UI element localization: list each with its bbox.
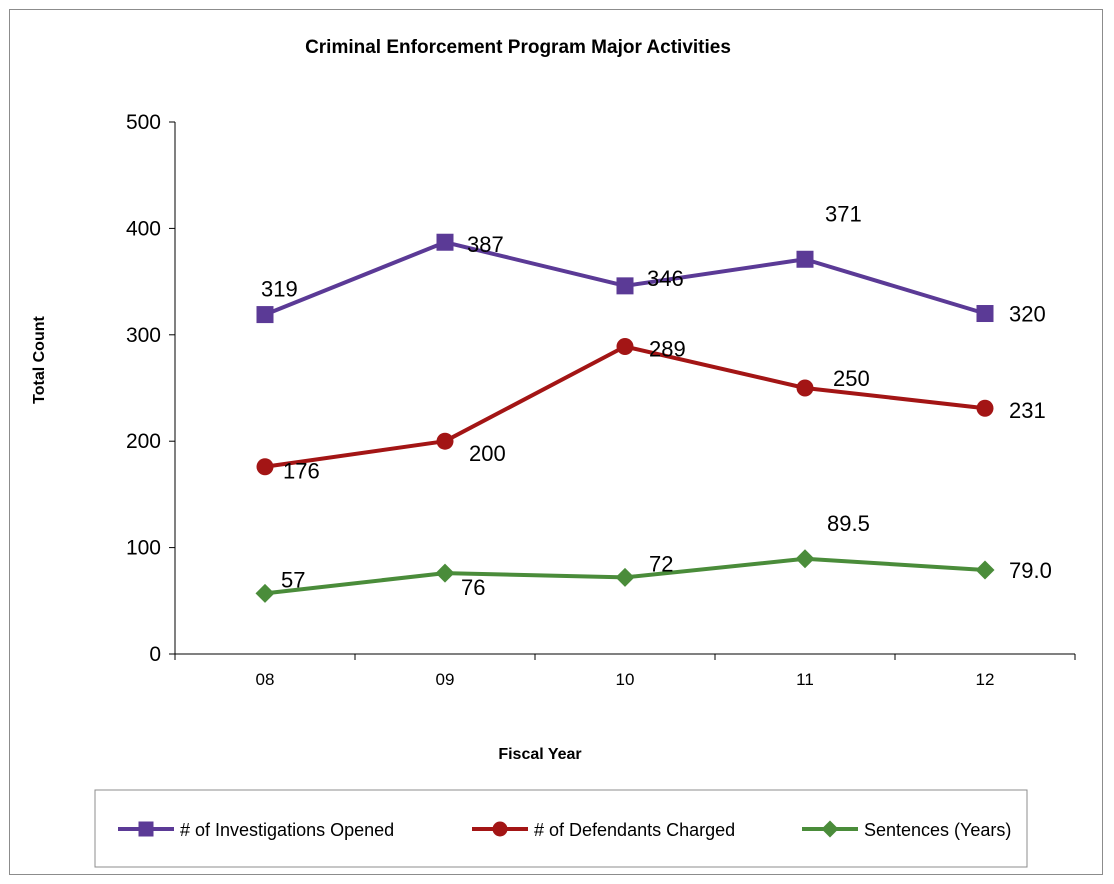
data-point <box>436 432 454 450</box>
data-point <box>616 338 634 356</box>
data-point <box>256 306 274 324</box>
data-point <box>616 277 634 295</box>
data-label: 76 <box>461 575 485 600</box>
data-label: 231 <box>1009 398 1046 423</box>
series-line <box>264 344 986 469</box>
y-axis-title: Total Count <box>31 315 48 403</box>
data-point <box>255 583 275 603</box>
data-point <box>976 305 994 323</box>
x-tick-label: 10 <box>616 670 635 689</box>
y-tick-label: 500 <box>126 111 161 134</box>
data-point <box>796 379 814 397</box>
x-tick-label: 12 <box>976 670 995 689</box>
legend-item: # of Defendants Charged <box>472 820 735 840</box>
data-label: 79.0 <box>1009 558 1052 583</box>
data-point <box>976 399 994 417</box>
data-label: 289 <box>649 337 686 362</box>
legend-swatch-marker <box>821 820 839 838</box>
x-axis: 08 09 10 11 12 <box>174 653 1076 689</box>
data-label: 346 <box>647 266 684 291</box>
chart-frame <box>9 9 1103 875</box>
data-label: 371 <box>825 201 862 226</box>
x-tick-label: 09 <box>436 670 455 689</box>
chart-title: Criminal Enforcement Program Major Activ… <box>305 37 731 58</box>
legend-item: Sentences (Years) <box>802 820 1011 840</box>
data-point <box>796 250 814 268</box>
legend-item: # of Investigations Opened <box>118 820 394 840</box>
data-label: 72 <box>649 551 673 576</box>
series-3 <box>255 549 995 603</box>
legend-swatch-marker <box>492 821 508 837</box>
data-point <box>256 458 274 476</box>
legend-box <box>94 789 1028 868</box>
legend-swatch-marker <box>138 821 154 837</box>
data-labels: 319 387 346 371 320 176 200 289 250 231 57 76 72 89.5… <box>261 201 1052 600</box>
y-axis: 0 100 200 300 400 500 <box>126 111 176 666</box>
series-layer <box>255 233 995 603</box>
data-label: 57 <box>281 567 305 592</box>
y-tick-label: 100 <box>126 537 161 560</box>
data-point <box>435 563 455 583</box>
y-tick-label: 400 <box>126 217 161 240</box>
x-axis-title: Fiscal Year <box>498 746 581 763</box>
y-tick-label: 300 <box>126 324 161 347</box>
series-1 <box>256 233 994 324</box>
x-tick-label: 08 <box>256 670 275 689</box>
series-2 <box>256 338 994 476</box>
data-label: 320 <box>1009 302 1046 327</box>
y-tick-label: 200 <box>126 430 161 453</box>
data-point <box>975 560 995 580</box>
data-label: 387 <box>467 232 504 257</box>
legend: # of Investigations Opened # of Defendant… <box>118 820 1011 840</box>
data-point <box>436 233 454 251</box>
data-label: 250 <box>833 366 870 391</box>
y-tick-label: 0 <box>149 643 161 666</box>
x-tick-label: 11 <box>796 670 814 689</box>
data-label: 319 <box>261 277 298 302</box>
data-label: 89.5 <box>827 511 870 536</box>
data-point <box>615 567 635 587</box>
data-label: 176 <box>283 459 320 484</box>
data-point <box>795 549 815 569</box>
legend-label: # of Investigations Opened <box>180 820 394 840</box>
data-label: 200 <box>469 441 506 466</box>
legend-label: # of Defendants Charged <box>534 820 735 840</box>
legend-label: Sentences (Years) <box>864 820 1011 840</box>
